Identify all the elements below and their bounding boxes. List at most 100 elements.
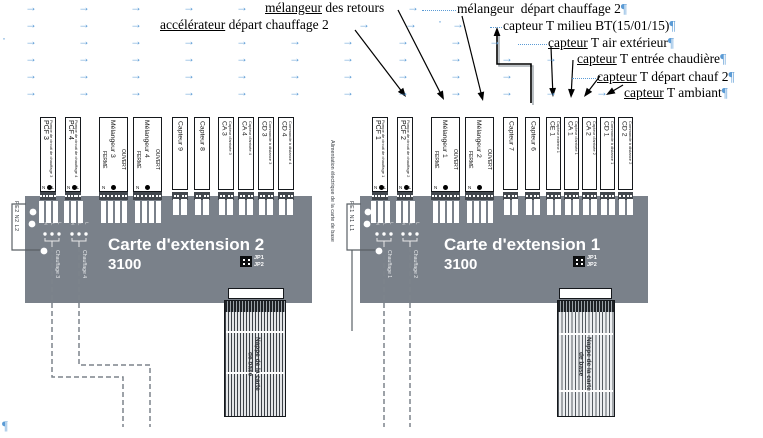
pin-letter: N [401, 222, 407, 226]
connector-title: Capteur 7 [507, 121, 515, 151]
screw-dot [203, 195, 206, 197]
connector-subtitle: Capteur d'arrivée 1 [574, 121, 580, 155]
terminal-clamp [466, 201, 472, 223]
connector-title: Capteur 9 [176, 121, 184, 151]
annotation-link[interactable]: capteur [624, 85, 664, 100]
annotation-link[interactable]: capteur [548, 35, 588, 50]
screw-dot [586, 195, 589, 197]
annotation-capteur-milieu-bt: capteur T milieu BT(15/01/15)¶ [489, 18, 675, 33]
connector-subtitle: Commande à distance 4 [288, 121, 294, 165]
screw-block [194, 192, 210, 200]
tab-arrow-mark: → [78, 17, 90, 31]
paragraph-mark: ¶ [667, 35, 674, 50]
connector-cd-3: CD 3 Commande à distance 3 [258, 117, 274, 190]
annotation-capteur-air-exterieur: capteur T air extérieur¶ [517, 35, 674, 50]
tab-arrow-mark: → [183, 85, 195, 99]
jumper-pin [576, 258, 578, 261]
terminal-n-label: N [434, 185, 438, 190]
terminal-l-label: L [383, 185, 386, 190]
pin-letter: ⊥ [382, 222, 388, 226]
earth-terminal-icon [71, 185, 77, 190]
screw-dot [507, 195, 510, 197]
connector-capteur-6: Capteur 6 [525, 117, 540, 190]
annotation-text: T départ chauf 2 [636, 69, 729, 84]
paragraph-mark: ¶ [620, 1, 628, 16]
connector-title: Mélangeur 3 [109, 120, 116, 158]
annotation-melangeur-retours: mélangeur des retours [265, 1, 384, 15]
connector-mélangeur-4: Mélangeur 4 FERMÉ OUVERT N [133, 117, 162, 192]
terminal-clamp [554, 199, 561, 215]
screw-dot [622, 195, 625, 197]
screw-block [564, 192, 579, 200]
tab-arrow-mark: → [358, 17, 370, 31]
tab-arrow-mark: → [397, 34, 409, 48]
terminal-clamp [114, 201, 120, 223]
connector-subtitle: Capteur d'arrivée 3 [228, 121, 234, 155]
tab-arrow-mark: → [236, 34, 248, 48]
screw-dot [250, 195, 253, 197]
annotation-capteur-depart-chauf-2: capteur T départ chauf 2¶ [571, 69, 735, 84]
screw-dot [141, 195, 144, 197]
screw-dot [473, 195, 476, 197]
terminal-clamp [45, 201, 51, 223]
leader-dots [422, 1, 456, 11]
annotation-capteur-ambiant: capteur T ambiant¶ [624, 86, 728, 100]
annotation-link[interactable]: accélérateur [160, 17, 226, 32]
connector-ca-2: CA 2 Capteur d'arrivée 2 [582, 117, 597, 190]
screw-dot [583, 195, 586, 197]
terminal-clamp [600, 199, 607, 215]
connector-title: PCF 3 [42, 120, 49, 140]
screw-block [618, 192, 633, 200]
tab-arrow-mark: → [545, 51, 557, 65]
terminal-clamp [267, 199, 273, 215]
screw-dot [515, 195, 518, 197]
earth-terminal-icon [46, 185, 52, 190]
screw-dot [377, 195, 380, 197]
jumper-pin [581, 258, 583, 261]
tab-arrow-mark: → [397, 85, 409, 99]
screw-dot [630, 195, 633, 197]
annotation-text: T ambiant [663, 85, 722, 100]
terminal-clamp [546, 199, 553, 215]
terminal-n-label: N [42, 185, 46, 190]
tab-arrow-mark: → [289, 85, 301, 99]
paragraph-mark: ¶ [728, 69, 735, 84]
tab-arrow-mark: → [450, 85, 462, 99]
annotation-text: des retours [321, 0, 385, 15]
leader-dots [518, 35, 547, 45]
screw-dot [480, 195, 483, 197]
connector-title: CA 3 [220, 121, 228, 136]
connector-title: CA 4 [240, 121, 248, 136]
terminal-clamp [100, 201, 106, 223]
screw-dot [432, 195, 435, 197]
terminal-clamp [590, 199, 597, 215]
terminal-clamp [77, 201, 83, 223]
screw-dot [155, 195, 158, 197]
tab-arrow-mark: → [130, 85, 142, 99]
connector-capteur-7: Capteur 7 [503, 117, 518, 190]
terminal-ouvert-label: OUVERT [452, 149, 458, 170]
tab-arrow-mark: → [78, 85, 90, 99]
annotation-link[interactable]: mélangeur [265, 0, 322, 15]
connector-title: PCF 2 [399, 120, 406, 140]
annotation-text: départ chauffage 2 [225, 17, 329, 32]
annotation-link[interactable]: capteur [597, 69, 637, 84]
tab-arrow-mark: → [130, 34, 142, 48]
terminal-ouvert-label: OUVERT [486, 149, 492, 170]
annotation-link[interactable]: capteur [577, 51, 617, 66]
terminal-clamp [564, 199, 571, 215]
tab-arrow-mark: → [452, 17, 464, 31]
connector-title: CD 4 [280, 121, 288, 137]
screw-dot [48, 195, 51, 197]
screw-dot [397, 195, 400, 197]
tab-arrow-mark: → [289, 51, 301, 65]
pin-letter: L [84, 222, 90, 225]
screw-dot [405, 195, 408, 197]
screw-dot [375, 195, 378, 197]
jumper-label-jp1: JP1 [587, 255, 597, 261]
screw-dot [290, 195, 293, 197]
earth-terminal-icon [443, 185, 448, 190]
ribbon-fold-gap [559, 390, 613, 392]
screw-dot [50, 195, 53, 197]
